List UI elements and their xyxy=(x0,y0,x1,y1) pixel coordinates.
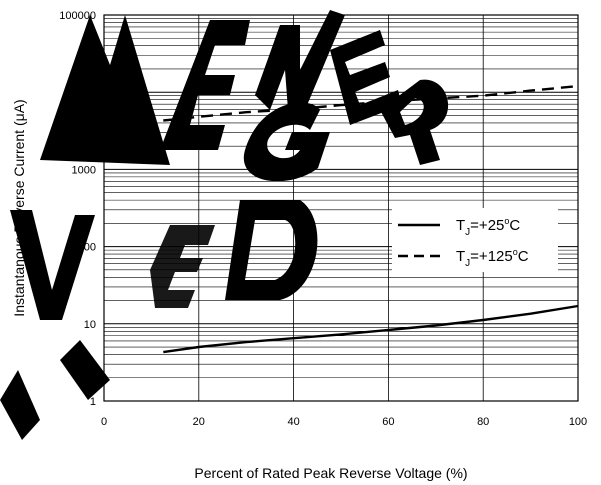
y-tick-label: 100 xyxy=(78,242,96,254)
y-tick-label: 1000 xyxy=(72,164,96,176)
x-tick-label: 60 xyxy=(382,416,394,428)
plot-frame xyxy=(103,14,579,402)
legend-label-part: C xyxy=(518,248,529,265)
x-axis-label: Percent of Rated Peak Reverse Voltage (%… xyxy=(194,465,467,481)
series-line-125c xyxy=(163,84,579,122)
legend-label-part: =+125 xyxy=(470,248,513,265)
legend-label-part: J xyxy=(465,258,470,269)
y-tick-label: 1 xyxy=(90,396,96,408)
x-tick-label: 40 xyxy=(287,416,299,428)
y-tick-label: 10 xyxy=(84,319,96,331)
watermark-stroke xyxy=(160,20,250,150)
watermark-stroke xyxy=(243,102,330,182)
tick-labels: 0 20 40 60 80 100 1 10 100 1000 10000 100000 xyxy=(59,10,587,428)
watermark xyxy=(0,10,449,440)
legend-label: TJ=+125oC xyxy=(456,247,529,269)
legend-label: TJ=+25oC xyxy=(456,216,520,238)
legend-label-part: o xyxy=(513,247,518,257)
watermark-stroke xyxy=(0,370,40,440)
watermark-stroke xyxy=(10,210,95,320)
legend-label-part: o xyxy=(504,216,509,226)
watermark-stroke xyxy=(225,200,318,300)
watermark-stroke xyxy=(255,10,345,110)
x-tick-label: 20 xyxy=(193,416,205,428)
legend-label-part: =+25 xyxy=(470,217,504,234)
legend-label-part: C xyxy=(509,217,520,234)
watermark-stroke xyxy=(60,340,110,400)
legend-box xyxy=(392,208,558,272)
legend-label-part: T xyxy=(456,248,465,265)
legend-label-part: T xyxy=(456,217,465,234)
y-tick-label: 100000 xyxy=(59,10,96,22)
axes xyxy=(103,14,579,402)
series-line-25c xyxy=(163,304,579,354)
series-lines xyxy=(163,84,579,354)
x-tick-label: 0 xyxy=(101,416,107,428)
legend-label-part: J xyxy=(465,227,470,238)
watermark-stroke xyxy=(330,30,402,125)
x-tick-label: 80 xyxy=(477,416,489,428)
x-tick-label: 100 xyxy=(569,416,587,428)
watermark-stroke xyxy=(150,225,215,308)
watermark-stroke xyxy=(40,15,170,165)
y-axis-label: Instantanous Reverse Current (μA) xyxy=(11,99,27,316)
y-tick-label: 10000 xyxy=(65,87,96,99)
